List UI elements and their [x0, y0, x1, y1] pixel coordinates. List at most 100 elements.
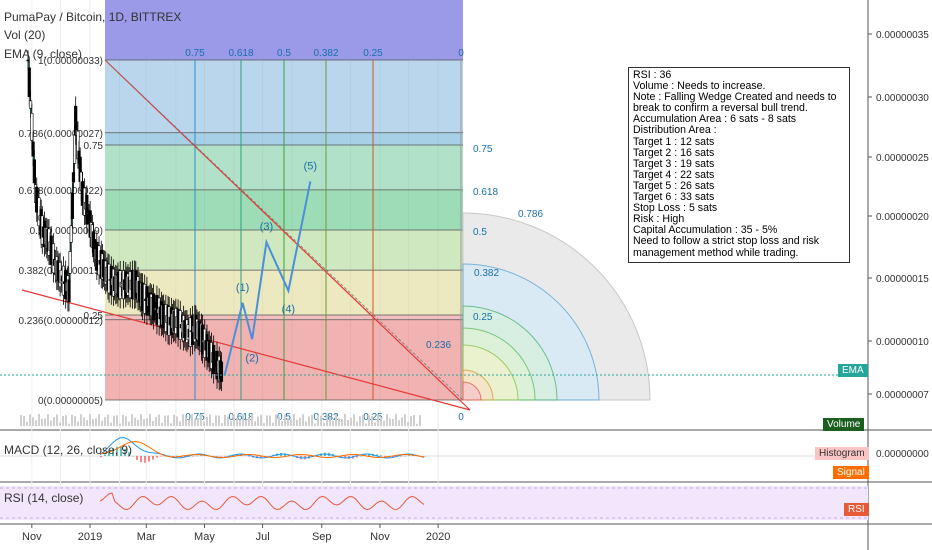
volume-bar — [128, 421, 130, 426]
volume-bar — [110, 422, 112, 426]
volume-bar — [335, 414, 337, 426]
volume-bar — [329, 416, 331, 426]
volume-bar — [230, 421, 232, 426]
macd-histogram-bar — [228, 455, 230, 457]
volume-bar — [251, 414, 253, 426]
fib-time-label-top: 0.5 — [277, 48, 291, 59]
volume-bar — [356, 421, 358, 426]
macd-histogram-bar — [404, 455, 406, 457]
fib-time-label-bottom: 0 — [458, 412, 464, 423]
volume-bar — [47, 414, 49, 426]
volume-bar — [56, 414, 58, 426]
macd-histogram-bar — [128, 452, 130, 456]
macd-histogram-bar — [412, 455, 414, 456]
volume-bar — [308, 416, 310, 426]
note-line: Accumulation Area : 6 sats - 8 sats — [633, 113, 797, 126]
macd-histogram-bar — [124, 448, 126, 456]
macd-line — [99, 437, 425, 459]
macd-histogram-bar — [384, 456, 386, 457]
volume-bar — [107, 414, 109, 426]
volume-bar — [410, 416, 412, 426]
rsi-line — [99, 492, 425, 511]
fib-level-label: 0.75 — [84, 141, 104, 152]
volume-bar — [83, 417, 85, 426]
macd-histogram-bar — [380, 455, 382, 456]
note-line: Need to follow a strict stop loss and ri… — [633, 235, 820, 248]
volume-bar — [209, 414, 211, 426]
fan-arc-label: 0.382 — [474, 268, 499, 279]
price-tick-label: 0.00000020 — [876, 212, 929, 223]
macd-zero-label: 0.00000000 — [876, 449, 929, 460]
time-tick-label: 2019 — [78, 531, 102, 543]
volume-bar — [389, 418, 391, 426]
volume-bar — [188, 419, 190, 426]
volume-bar — [38, 414, 40, 426]
volume-bar — [29, 414, 31, 426]
fib-time-label-bottom: 0.25 — [363, 412, 383, 423]
volume-bar — [134, 417, 136, 426]
volume-bar — [296, 419, 298, 426]
fib-time-label-top: 0.382 — [313, 48, 338, 59]
trend-line — [104, 59, 464, 401]
volume-bar — [404, 414, 406, 426]
macd-histogram-bar — [248, 456, 250, 457]
symbol-legend: PumaPay / Bitcoin, 1D, BITTREX — [4, 10, 182, 24]
macd-histogram-bar — [116, 446, 118, 456]
volume-bar — [293, 414, 295, 426]
volume-bar — [287, 418, 289, 426]
price-tick-label: 0.00000025 — [876, 153, 929, 164]
price-tick-label: 0.00000030 — [876, 93, 929, 104]
macd-histogram-bar — [120, 446, 122, 456]
volume-bar — [338, 418, 340, 426]
volume-bar — [113, 415, 115, 426]
volume-bar — [299, 417, 301, 426]
volume-bar — [146, 418, 148, 426]
volume-bar — [131, 414, 133, 426]
volume-bar — [326, 414, 328, 426]
macd-histogram-bar — [156, 456, 158, 458]
fib-time-label-bottom: 0.618 — [228, 412, 253, 423]
volume-bar — [32, 417, 34, 426]
volume-bar — [98, 414, 100, 426]
note-line: Note : Falling Wedge Created and needs t… — [633, 91, 837, 104]
volume-bar — [89, 414, 91, 426]
candle-body — [31, 141, 35, 157]
volume-bar — [221, 423, 223, 426]
volume-bar — [194, 419, 196, 426]
volume-bar — [242, 414, 244, 426]
note-line: Target 4 : 22 sats — [633, 168, 715, 181]
volume-bar — [218, 415, 220, 426]
fib-level-label: 1(0.00000033) — [38, 56, 103, 67]
volume-bar — [377, 414, 379, 426]
price-tick-label: 0.00000035 — [876, 30, 929, 41]
macd-histogram-bar — [336, 455, 338, 457]
wave-label: (1) — [236, 282, 249, 294]
candle-body — [68, 251, 72, 274]
macd-histogram-bar — [284, 453, 286, 456]
signal-tag: Signal — [833, 466, 869, 479]
macd-histogram-bar — [224, 456, 226, 457]
volume-bar — [245, 419, 247, 426]
volume-bar — [374, 422, 376, 426]
volume-bar — [284, 414, 286, 426]
volume-bar — [26, 422, 28, 426]
wave-label: (4) — [282, 304, 295, 316]
volume-bar — [341, 419, 343, 426]
volume-bar — [20, 415, 22, 426]
volume-bar — [77, 421, 79, 426]
volume-bar — [419, 415, 421, 426]
volume-bar — [383, 420, 385, 426]
rsi-tag: RSI — [844, 503, 869, 516]
candle-body — [32, 159, 36, 184]
note-line: Target 5 : 26 sats — [633, 179, 715, 192]
fan-arc-label: 0.75 — [473, 144, 493, 155]
fan-arc-label: 0.618 — [473, 187, 498, 198]
note-line: Risk : High — [633, 213, 685, 226]
fib-time-label-top: 0.75 — [185, 48, 205, 59]
note-line: Target 3 : 19 sats — [633, 157, 715, 170]
macd-histogram-bar — [104, 454, 106, 456]
volume-bar — [158, 414, 160, 426]
volume-bar — [362, 414, 364, 426]
volume-bar — [167, 415, 169, 426]
volume-bar — [233, 414, 235, 426]
